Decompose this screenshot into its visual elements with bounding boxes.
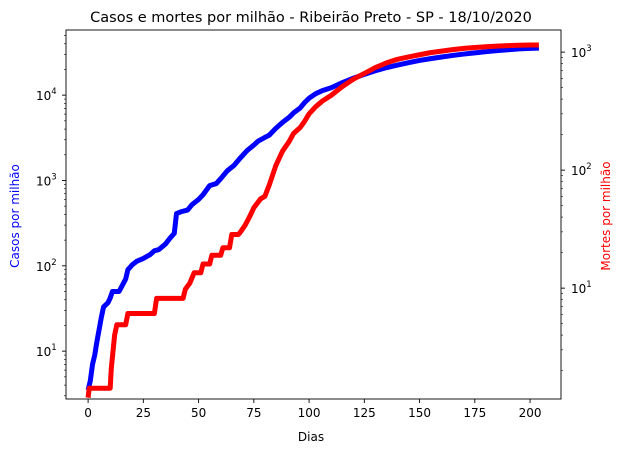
chart-title: Casos e mortes por milhão - Ribeirão Pre… <box>90 10 532 26</box>
left-tick-label-1000: 103 <box>36 172 57 188</box>
series-layer <box>85 42 539 398</box>
plot-frame <box>65 29 562 400</box>
x-tick-label-25: 25 <box>136 406 151 420</box>
left-tick-label-100: 102 <box>36 258 57 274</box>
x-tick-label-175: 175 <box>463 406 486 420</box>
left-tick-label-10000: 104 <box>36 87 57 103</box>
x-tick-label-50: 50 <box>191 406 206 420</box>
x-tick-label-200: 200 <box>519 406 542 420</box>
right-tick-label-100: 102 <box>571 162 592 178</box>
series-line-left-0 <box>85 45 539 391</box>
right-tick-label-1000: 103 <box>571 44 592 60</box>
x-axis-label: Dias <box>298 430 324 444</box>
x-tick-label-100: 100 <box>298 406 321 420</box>
axes-layer: 0 25 50 75 100 125 150 175 200 101 102 103 104 101 102… <box>36 29 592 420</box>
right-tick-label-10: 101 <box>571 280 592 296</box>
x-tick-label-125: 125 <box>353 406 376 420</box>
x-tick-label-150: 150 <box>408 406 431 420</box>
x-tick-label-75: 75 <box>246 406 261 420</box>
x-tick-label-0: 0 <box>84 406 92 420</box>
y-axis-label-left: Casos por milhão <box>8 164 22 268</box>
y-axis-label-right: Mortes por milhão <box>599 161 613 270</box>
series-line-right-1 <box>85 42 539 398</box>
left-tick-label-10: 101 <box>36 343 57 359</box>
